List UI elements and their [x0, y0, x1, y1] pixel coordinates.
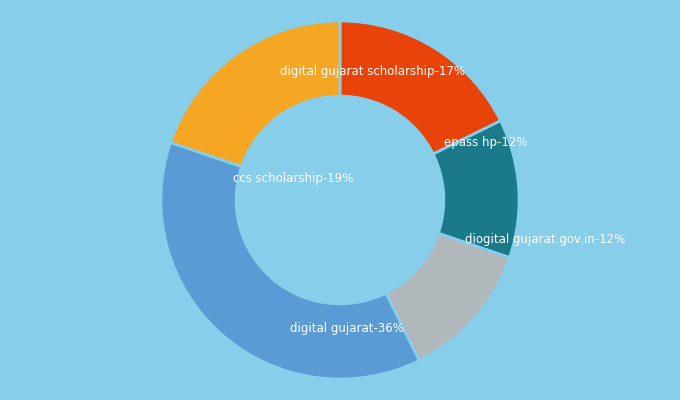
Wedge shape [340, 21, 500, 154]
Wedge shape [433, 121, 519, 258]
Text: diogital gujarat.gov.in-12%: diogital gujarat.gov.in-12% [465, 233, 626, 246]
Wedge shape [171, 21, 340, 167]
Text: digital gujarat scholarship-17%: digital gujarat scholarship-17% [279, 64, 464, 78]
Wedge shape [386, 233, 509, 360]
Wedge shape [161, 142, 419, 379]
Text: digital gujarat-36%: digital gujarat-36% [290, 322, 404, 336]
Text: ccs scholarship-19%: ccs scholarship-19% [233, 172, 353, 185]
Text: epass hp-12%: epass hp-12% [444, 136, 528, 149]
